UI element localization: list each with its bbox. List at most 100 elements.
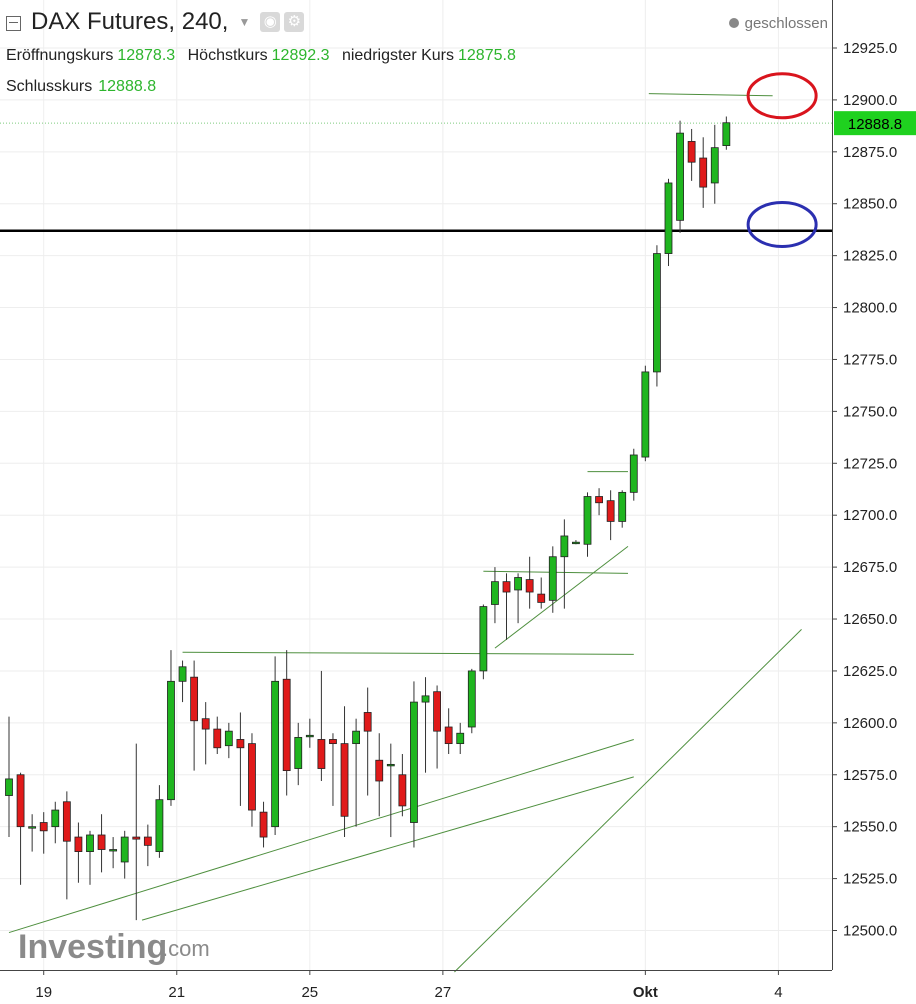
- candle[interactable]: [583, 492, 592, 557]
- candle[interactable]: [97, 814, 106, 873]
- candle[interactable]: [248, 733, 256, 827]
- candle[interactable]: [479, 604, 488, 680]
- candle[interactable]: [132, 743, 141, 921]
- candle-body: [224, 730, 233, 747]
- candle[interactable]: [352, 718, 361, 827]
- candle[interactable]: [537, 577, 546, 609]
- candle[interactable]: [120, 830, 129, 879]
- candle[interactable]: [155, 785, 164, 858]
- candle-body: [676, 132, 684, 221]
- candle[interactable]: [74, 822, 83, 883]
- y-tick-label: 12550.0: [843, 819, 897, 836]
- candle[interactable]: [722, 116, 731, 150]
- x-tick-label: 4: [774, 984, 782, 1001]
- chevron-down-icon[interactable]: ▼: [238, 15, 251, 29]
- candle-body: [248, 743, 256, 811]
- candle[interactable]: [178, 660, 187, 703]
- candle-body: [39, 822, 48, 832]
- candle[interactable]: [467, 668, 476, 734]
- candle[interactable]: [514, 573, 522, 624]
- annotations[interactable]: [746, 72, 818, 248]
- trend-line[interactable]: [182, 651, 634, 655]
- candle[interactable]: [595, 488, 603, 516]
- candle[interactable]: [502, 573, 511, 640]
- highlight-ellipse[interactable]: [746, 72, 818, 120]
- trend-line[interactable]: [141, 776, 634, 921]
- candle[interactable]: [201, 702, 210, 765]
- candle[interactable]: [398, 753, 407, 817]
- candle[interactable]: [676, 120, 684, 233]
- candle-body: [641, 371, 650, 458]
- candle[interactable]: [687, 128, 696, 181]
- x-tick-label: 25: [301, 984, 318, 1001]
- candle-body: [710, 147, 719, 184]
- candle-body: [120, 836, 129, 863]
- candle[interactable]: [375, 733, 384, 817]
- candle[interactable]: [444, 708, 453, 754]
- x-axis[interactable]: 19 21 25 27 Okt 4: [35, 970, 783, 1001]
- candle[interactable]: [653, 245, 661, 387]
- candle[interactable]: [664, 178, 673, 267]
- candle[interactable]: [699, 137, 708, 208]
- candle[interactable]: [271, 656, 280, 835]
- candle[interactable]: [167, 650, 175, 806]
- candle[interactable]: [190, 660, 199, 771]
- candle[interactable]: [294, 722, 303, 786]
- candle[interactable]: [62, 791, 71, 900]
- candle[interactable]: [213, 716, 222, 754]
- candle[interactable]: [525, 556, 534, 609]
- candle[interactable]: [28, 814, 37, 852]
- candle[interactable]: [305, 718, 314, 748]
- candle[interactable]: [410, 681, 418, 848]
- candle[interactable]: [572, 540, 580, 545]
- candle[interactable]: [386, 743, 395, 838]
- candle-body: [352, 730, 361, 745]
- candle[interactable]: [340, 706, 349, 838]
- chart-title: DAX Futures, 240,: [31, 8, 229, 35]
- candle[interactable]: [710, 124, 719, 204]
- candlesticks[interactable]: [5, 116, 731, 921]
- candle[interactable]: [548, 546, 557, 613]
- candle[interactable]: [51, 801, 60, 844]
- candle-body: [363, 712, 372, 732]
- candle[interactable]: [329, 733, 337, 806]
- y-axis[interactable]: 12500.0 12525.0 12550.0 12575.0 12600.0 12625…: [832, 40, 897, 940]
- trend-line[interactable]: [454, 629, 802, 973]
- candle[interactable]: [363, 687, 372, 796]
- candle[interactable]: [236, 712, 245, 806]
- candle[interactable]: [560, 519, 569, 609]
- candle[interactable]: [317, 670, 326, 781]
- candle[interactable]: [491, 567, 499, 624]
- candle-body: [699, 157, 708, 188]
- trend-line[interactable]: [494, 545, 629, 649]
- candle[interactable]: [259, 801, 268, 848]
- candle[interactable]: [282, 650, 291, 796]
- highlight-ellipse[interactable]: [746, 200, 818, 248]
- trend-line[interactable]: [648, 93, 773, 97]
- market-status: geschlossen: [728, 15, 828, 32]
- candle[interactable]: [143, 824, 152, 867]
- candle[interactable]: [16, 772, 25, 885]
- candle[interactable]: [86, 830, 94, 885]
- candle[interactable]: [629, 448, 638, 501]
- candle[interactable]: [224, 722, 233, 759]
- candle[interactable]: [606, 490, 615, 541]
- candle-body: [375, 759, 384, 782]
- trend-lines[interactable]: [0, 93, 832, 973]
- y-tick-label: 12700.0: [843, 507, 897, 524]
- collapse-icon[interactable]: [6, 15, 21, 31]
- candle[interactable]: [109, 837, 118, 869]
- candle[interactable]: [5, 716, 13, 838]
- investing-watermark: Investing .com: [18, 928, 210, 966]
- candle[interactable]: [456, 722, 465, 754]
- candle[interactable]: [39, 812, 48, 854]
- eye-icon[interactable]: ◉: [260, 12, 281, 32]
- candle[interactable]: [421, 677, 430, 773]
- candle[interactable]: [618, 490, 627, 528]
- candle[interactable]: [641, 365, 650, 462]
- candle[interactable]: [433, 685, 441, 769]
- candle-body: [606, 500, 615, 522]
- trend-line[interactable]: [8, 738, 634, 934]
- gear-icon[interactable]: ⚙: [284, 12, 305, 32]
